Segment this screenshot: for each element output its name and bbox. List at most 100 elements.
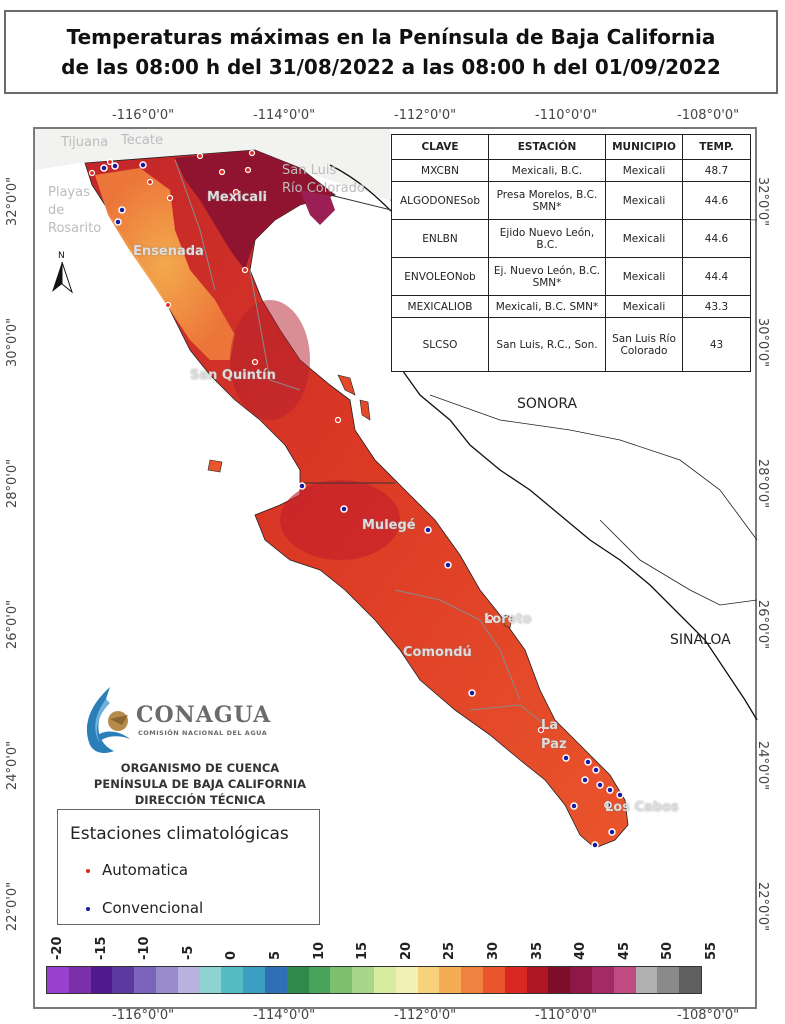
table-row: SLCSO San Luis, R.C., Son. San Luis Río … xyxy=(391,317,751,372)
table-row: ALGODONESob Presa Morelos, B.C. SMN* Mex… xyxy=(391,181,751,220)
scale-swatch xyxy=(439,967,462,993)
cell-clave: ENVOLEONob xyxy=(391,257,489,296)
muni-border-4 xyxy=(469,704,546,726)
logo-name: CONAGUA xyxy=(136,702,272,728)
scale-label: -15 xyxy=(93,936,109,961)
place-playas-1: Playas xyxy=(48,185,90,200)
title-box: Temperaturas máximas en la Península de … xyxy=(4,10,778,94)
scale-label: 45 xyxy=(616,941,632,960)
scale-label: 10 xyxy=(311,941,327,960)
scale-swatch xyxy=(112,967,135,993)
scale-label: 25 xyxy=(442,941,458,960)
coord-top-110: -110°0'0" xyxy=(535,108,598,123)
muni-border-1 xyxy=(174,159,216,291)
place-mulege: Mulegé xyxy=(362,518,416,533)
title-line-2: de las 08:00 h del 31/08/2022 a las 08:0… xyxy=(61,55,721,79)
hot-zone-central xyxy=(230,300,310,420)
scale-swatch xyxy=(504,967,527,993)
place-sanquintin: San Quintín xyxy=(190,368,276,383)
legend-automatica-label: Automatica xyxy=(102,861,189,879)
scale-swatch xyxy=(591,967,614,993)
cell-municipio: Mexicali xyxy=(605,181,683,220)
island-angel-guarda xyxy=(337,374,356,396)
cell-clave: ENLBN xyxy=(391,219,489,258)
legend-convencional-marker xyxy=(86,907,90,911)
usa-area xyxy=(35,129,390,200)
scale-swatch xyxy=(199,967,222,993)
scale-swatch xyxy=(417,967,440,993)
legend-convencional-label: Convencional xyxy=(102,899,204,917)
stations-automatica xyxy=(88,149,545,734)
header-estacion: ESTACIÓN xyxy=(488,134,606,160)
cell-clave: MEXICALIOB xyxy=(391,295,489,318)
north-arrow: N xyxy=(52,251,74,294)
place-playas-2: de xyxy=(48,203,65,218)
place-lapaz-1: La xyxy=(541,718,559,733)
scale-swatch xyxy=(134,967,156,993)
scale-swatch xyxy=(635,967,658,993)
scale-label: -5 xyxy=(180,945,196,960)
scale-swatch xyxy=(155,967,178,993)
muni-border-3 xyxy=(394,589,521,701)
place-mexicali: Mexicali xyxy=(207,190,267,205)
scale-swatch xyxy=(177,967,200,993)
scale-swatch xyxy=(373,967,396,993)
cell-clave: SLCSO xyxy=(391,317,489,372)
scale-swatch xyxy=(679,967,701,993)
scale-swatch xyxy=(613,967,636,993)
scale-label: 55 xyxy=(704,941,719,960)
muni-border-2 xyxy=(249,269,301,391)
coord-bottom-110: -110°0'0" xyxy=(535,1008,598,1023)
scale-swatch xyxy=(548,967,571,993)
scale-label: 40 xyxy=(573,941,589,960)
state-border-sonora-chihuahua xyxy=(429,394,758,541)
stations-legend: Estaciones climatológicas Automatica Con… xyxy=(57,809,320,925)
header-clave: CLAVE xyxy=(391,134,489,160)
coord-top-108: -108°0'0" xyxy=(677,108,740,123)
scale-swatch xyxy=(286,967,309,993)
scale-label: 5 xyxy=(268,950,283,960)
coord-bottom-114: -114°0'0" xyxy=(253,1008,316,1023)
state-sinaloa: SINALOA xyxy=(670,632,731,648)
table-row: MXCBN Mexicali, B.C. Mexicali 48.7 xyxy=(391,159,751,182)
cell-estacion: Ejido Nuevo León, B.C. xyxy=(488,219,606,258)
header-temp: TEMP. xyxy=(682,134,751,160)
scale-swatch xyxy=(526,967,549,993)
place-comondu: Comondú xyxy=(403,645,472,660)
coord-bottom-108: -108°0'0" xyxy=(677,1008,740,1023)
title-line-1: Temperaturas máximas en la Península de … xyxy=(66,25,716,49)
scale-swatch xyxy=(221,967,244,993)
org-line-3: DIRECCIÓN TÉCNICA xyxy=(134,793,266,807)
hot-zone-vizcaino xyxy=(280,480,400,560)
org-line-1: ORGANISMO DE CUENCA xyxy=(120,761,280,775)
island-carmen xyxy=(503,614,513,629)
place-sanluis-2: Río Colorado xyxy=(282,181,365,196)
scale-swatch xyxy=(243,967,265,993)
place-loreto: Loreto xyxy=(484,612,532,627)
header-municipio: MUNICIPIO xyxy=(605,134,683,160)
coord-top-114: -114°0'0" xyxy=(253,108,316,123)
cell-temp: 48.7 xyxy=(682,159,751,182)
max-temp-table: CLAVE ESTACIÓN MUNICIPIO TEMP. MXCBN Mex… xyxy=(391,134,751,372)
scale-swatch xyxy=(330,967,353,993)
coord-bottom-112: -112°0'0" xyxy=(394,1008,457,1023)
scale-swatch xyxy=(395,967,418,993)
island-cedros xyxy=(207,459,223,473)
place-loscabos: Los Cabos xyxy=(605,800,679,815)
cell-temp: 43 xyxy=(682,317,751,372)
place-sanluis-1: San Luis xyxy=(282,163,337,178)
cell-estacion: Ej. Nuevo León, B.C. SMN* xyxy=(488,257,606,296)
svg-text:N: N xyxy=(58,251,65,261)
coord-top-116: -116°0'0" xyxy=(112,108,175,123)
scale-swatch xyxy=(657,967,680,993)
cell-estacion: Mexicali, B.C. xyxy=(488,159,606,182)
scale-label: 35 xyxy=(529,941,545,960)
table-row: ENVOLEONob Ej. Nuevo León, B.C. SMN* Mex… xyxy=(391,257,751,296)
scale-label: 20 xyxy=(398,941,414,960)
scale-label: 50 xyxy=(660,941,676,960)
coord-top-112: -112°0'0" xyxy=(394,108,457,123)
conagua-logo-icon xyxy=(86,687,130,753)
place-playas-3: Rosarito xyxy=(48,221,102,236)
scale-swatch xyxy=(570,967,592,993)
